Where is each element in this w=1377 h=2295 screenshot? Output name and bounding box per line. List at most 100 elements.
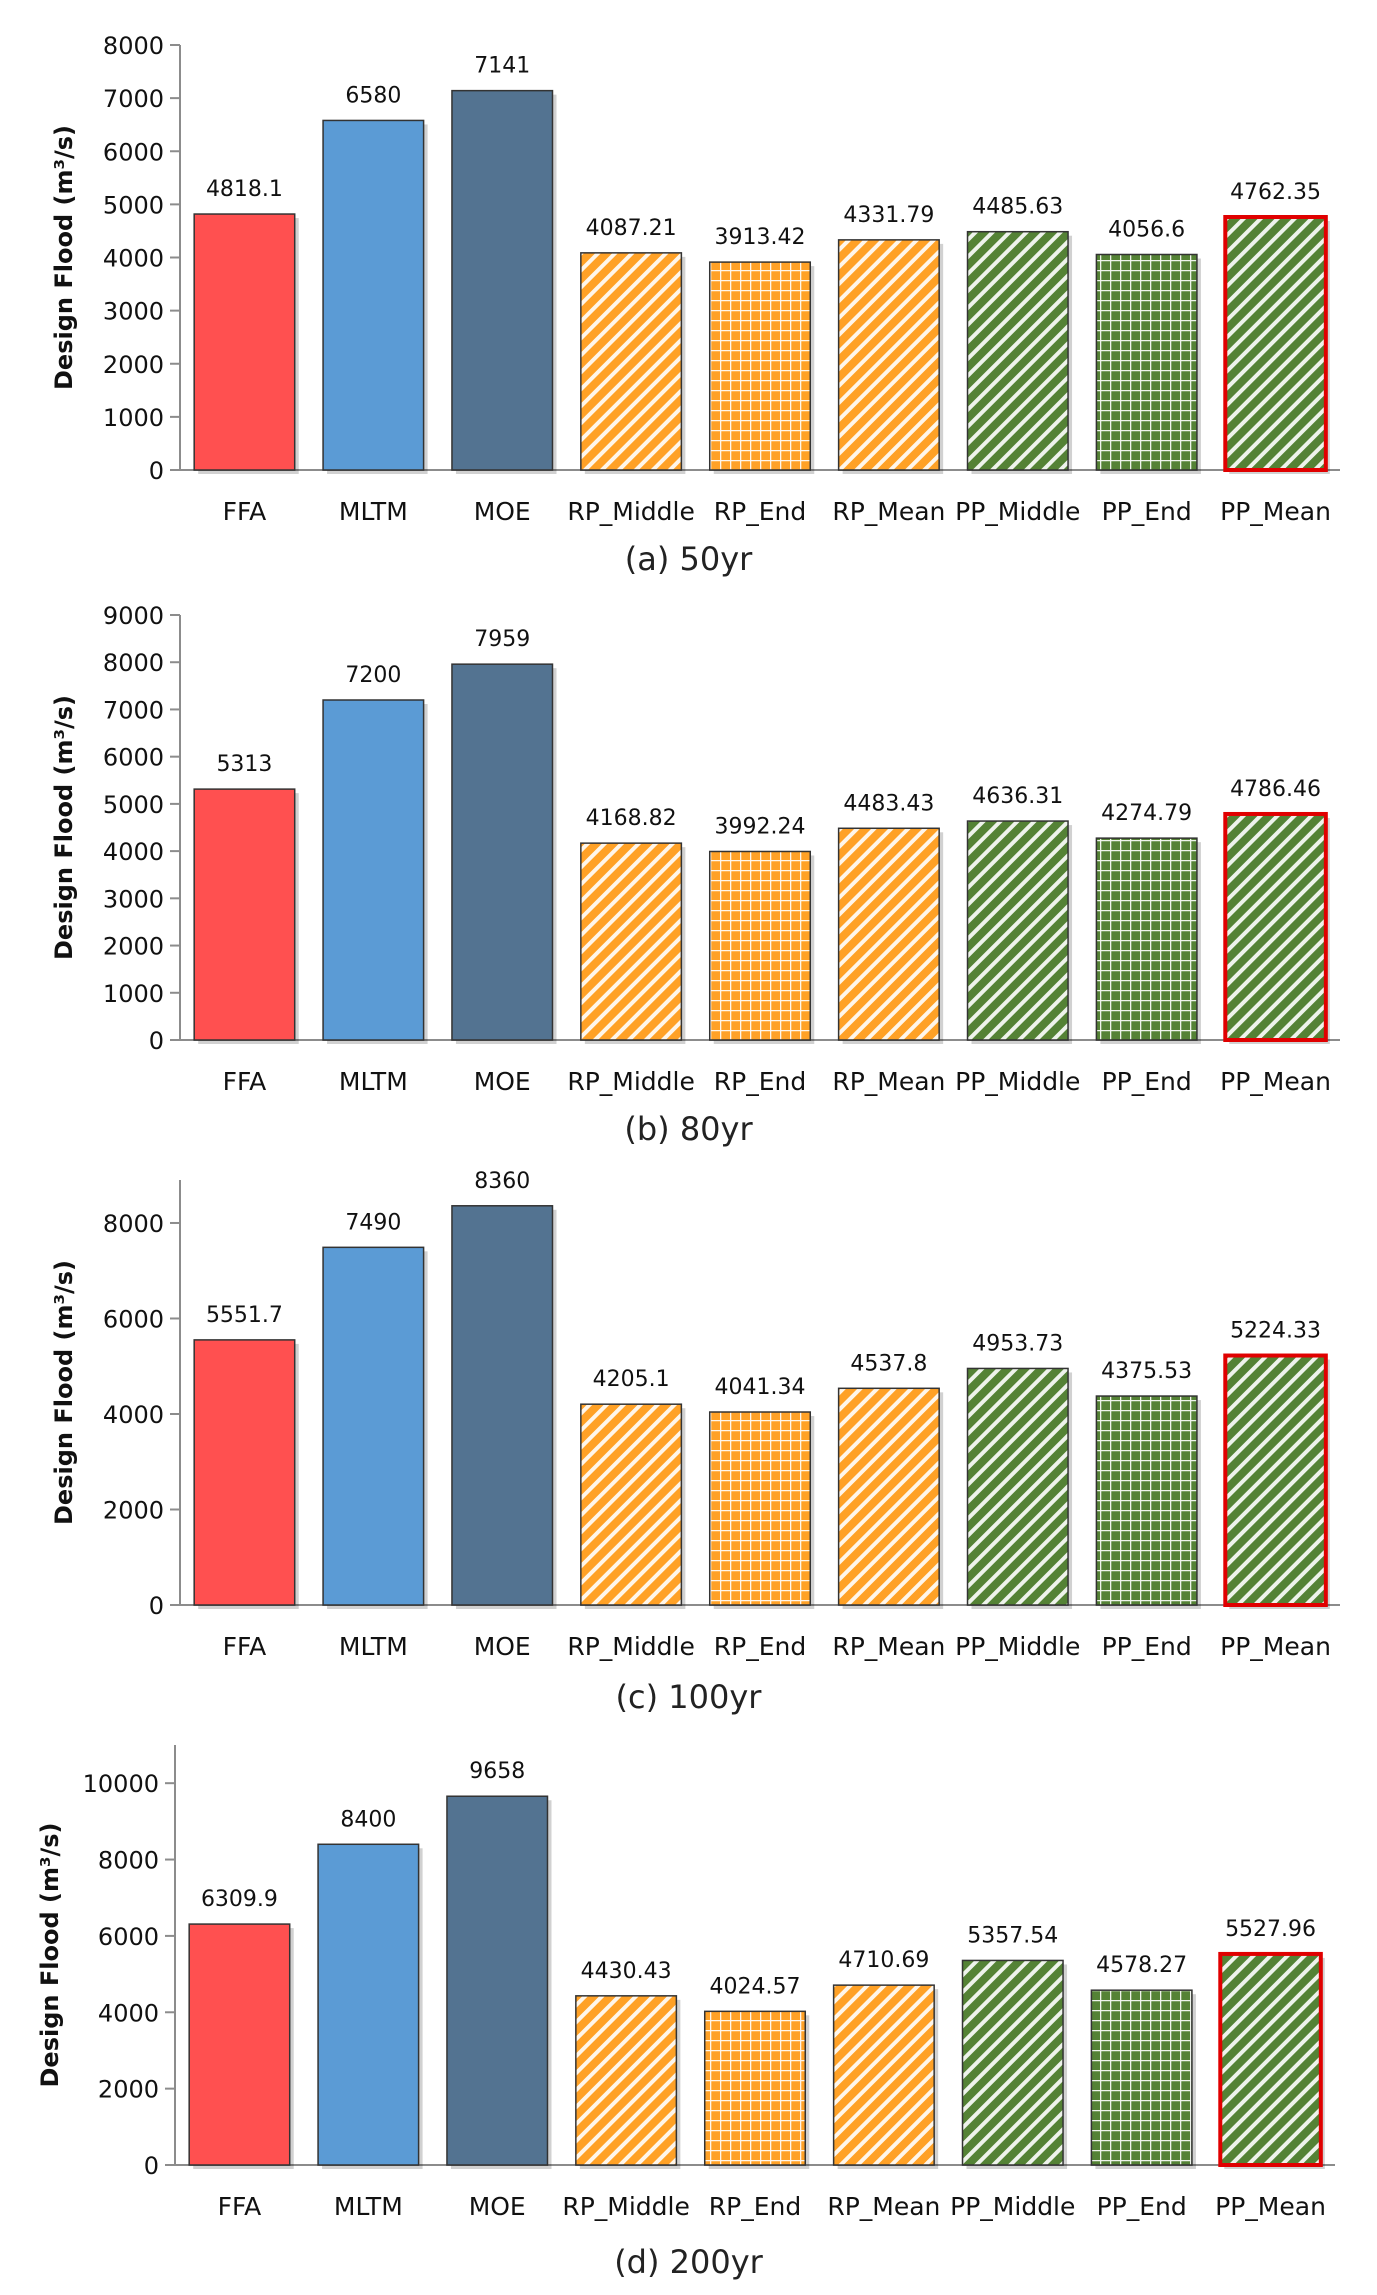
bar-pp-middle bbox=[966, 820, 1069, 1041]
x-tick-label: FFA bbox=[218, 2192, 262, 2221]
bar-pp-mean bbox=[1223, 1353, 1328, 1607]
bar-rp-end bbox=[708, 850, 812, 1041]
bar-rp-mean bbox=[832, 1984, 935, 2166]
bar-pp-end bbox=[1095, 1395, 1198, 1606]
data-label: 6309.9 bbox=[201, 1887, 278, 1912]
caption-80yr: (b) 80yr bbox=[624, 1110, 753, 1148]
data-label: 4024.57 bbox=[710, 1974, 801, 1999]
y-tick-label: 4000 bbox=[103, 838, 164, 866]
chart-100yr: 0 2000 4000 6000 8000 Design Flood (m³/s) 5551… bbox=[50, 1169, 1340, 1661]
y-tick-label: 4000 bbox=[103, 245, 164, 273]
x-tick-label: RP_End bbox=[714, 1632, 806, 1661]
x-tick-label: RP_Middle bbox=[567, 1632, 695, 1661]
x-tick-label: RP_Middle bbox=[562, 2192, 690, 2221]
y-axis-title: Design Flood (m³/s) bbox=[50, 125, 78, 390]
bar-pp-middle bbox=[966, 1367, 1069, 1606]
x-tick-label: MLTM bbox=[339, 1632, 408, 1661]
caption-200yr: (d) 200yr bbox=[614, 2243, 763, 2281]
bar-mltm bbox=[322, 119, 425, 471]
data-label: 4331.79 bbox=[843, 203, 934, 228]
bar-rp-end bbox=[703, 2010, 807, 2166]
x-tick-label: FFA bbox=[223, 1067, 267, 1096]
bar-rp-mean bbox=[837, 239, 940, 471]
x-tick-label: MLTM bbox=[339, 497, 408, 526]
y-tick-label: 8000 bbox=[103, 32, 164, 60]
y-tick-label: 4000 bbox=[98, 1999, 159, 2027]
y-tick-label: 2000 bbox=[98, 2076, 159, 2104]
data-label: 7141 bbox=[474, 54, 530, 79]
x-tick-label: RP_Mean bbox=[832, 1632, 945, 1661]
y-tick-label: 5000 bbox=[103, 191, 164, 219]
x-tick-label: PP_Mean bbox=[1220, 1067, 1331, 1096]
bar-moe bbox=[451, 89, 554, 471]
data-label: 3992.24 bbox=[715, 814, 806, 839]
data-label: 9658 bbox=[469, 1759, 525, 1784]
bar-rp-middle bbox=[580, 252, 683, 471]
bar-rp-end bbox=[708, 1411, 812, 1606]
data-label: 4056.6 bbox=[1108, 217, 1185, 242]
x-tick-label: RP_Mean bbox=[827, 2192, 940, 2221]
y-axis-title: Design Flood (m³/s) bbox=[50, 1260, 78, 1525]
y-tick-label: 0 bbox=[149, 1592, 164, 1620]
y-tick-label: 4000 bbox=[103, 1401, 164, 1429]
x-tick-label: PP_Middle bbox=[955, 497, 1080, 526]
bar-pp-end bbox=[1095, 253, 1198, 471]
x-tick-label: RP_Mean bbox=[832, 497, 945, 526]
bar-moe bbox=[451, 663, 554, 1041]
x-tick-label: PP_End bbox=[1097, 2192, 1187, 2221]
y-tick-label: 1000 bbox=[103, 404, 164, 432]
bar-rp-mean bbox=[837, 827, 940, 1041]
y-tick-label: 6000 bbox=[103, 1305, 164, 1333]
data-label: 8360 bbox=[474, 1169, 530, 1194]
bar-pp-middle bbox=[961, 1959, 1064, 2166]
bar-ffa bbox=[193, 1339, 296, 1606]
bar-moe bbox=[446, 1795, 549, 2166]
x-tick-label: RP_End bbox=[714, 1067, 806, 1096]
x-tick-label: PP_End bbox=[1102, 497, 1192, 526]
chart-panel-50yr: 0 1000 2000 3000 4000 5000 6000 7000 8000 Design … bbox=[0, 0, 1377, 535]
x-tick-label: MLTM bbox=[339, 1067, 408, 1096]
x-tick-label: MOE bbox=[474, 497, 531, 526]
bar-rp-middle bbox=[575, 1995, 678, 2166]
x-tick-label: PP_Mean bbox=[1220, 497, 1331, 526]
y-tick-label: 3000 bbox=[103, 885, 164, 913]
y-tick-label: 7000 bbox=[103, 696, 164, 724]
x-tick-label: FFA bbox=[223, 497, 267, 526]
bar-rp-middle bbox=[580, 1403, 683, 1606]
y-tick-label: 7000 bbox=[103, 85, 164, 113]
bar-rp-mean bbox=[837, 1387, 940, 1606]
y-tick-label: 10000 bbox=[83, 1770, 159, 1798]
bar-rp-middle bbox=[580, 842, 683, 1041]
y-tick-label: 8000 bbox=[103, 649, 164, 677]
x-tick-label: MOE bbox=[469, 2192, 526, 2221]
data-label: 4636.31 bbox=[972, 784, 1063, 809]
bar-pp-mean bbox=[1223, 215, 1328, 472]
caption-50yr: (a) 50yr bbox=[624, 540, 753, 578]
data-label: 4375.53 bbox=[1101, 1359, 1192, 1384]
chart-80yr: 0 1000 2000 3000 4000 5000 6000 7000 8000 9000 Des… bbox=[50, 602, 1340, 1096]
bar-pp-mean bbox=[1218, 1951, 1323, 2167]
bar-pp-end bbox=[1095, 837, 1198, 1041]
bar-mltm bbox=[322, 699, 425, 1041]
chart-50yr: 0 1000 2000 3000 4000 5000 6000 7000 8000 Design … bbox=[50, 32, 1340, 526]
y-tick-label: 8000 bbox=[103, 1210, 164, 1238]
chart-panel-80yr: 0 1000 2000 3000 4000 5000 6000 7000 8000 9000 Des… bbox=[0, 580, 1377, 1115]
data-label: 4762.35 bbox=[1230, 180, 1321, 205]
chart-panel-100yr: 0 2000 4000 6000 8000 Design Flood (m³/s) 5551… bbox=[0, 1160, 1377, 1690]
data-label: 5527.96 bbox=[1225, 1917, 1316, 1942]
bar-ffa bbox=[193, 788, 296, 1041]
y-tick-label: 8000 bbox=[98, 1847, 159, 1875]
x-tick-label: RP_Middle bbox=[567, 1067, 695, 1096]
bar-ffa bbox=[193, 213, 296, 471]
y-tick-label: 6000 bbox=[98, 1923, 159, 1951]
y-tick-label: 0 bbox=[149, 457, 164, 485]
data-label: 7959 bbox=[474, 627, 530, 652]
chart-panel-200yr: 0 2000 4000 6000 8000 10000 Design Flood (m³/s… bbox=[0, 1730, 1377, 2250]
x-tick-label: MOE bbox=[474, 1067, 531, 1096]
data-label: 4485.63 bbox=[972, 195, 1063, 220]
data-label: 3913.42 bbox=[715, 225, 806, 250]
bar-ffa bbox=[188, 1923, 291, 2166]
data-label: 5551.7 bbox=[206, 1303, 283, 1328]
y-tick-label: 2000 bbox=[103, 933, 164, 961]
data-label: 4786.46 bbox=[1230, 777, 1321, 802]
